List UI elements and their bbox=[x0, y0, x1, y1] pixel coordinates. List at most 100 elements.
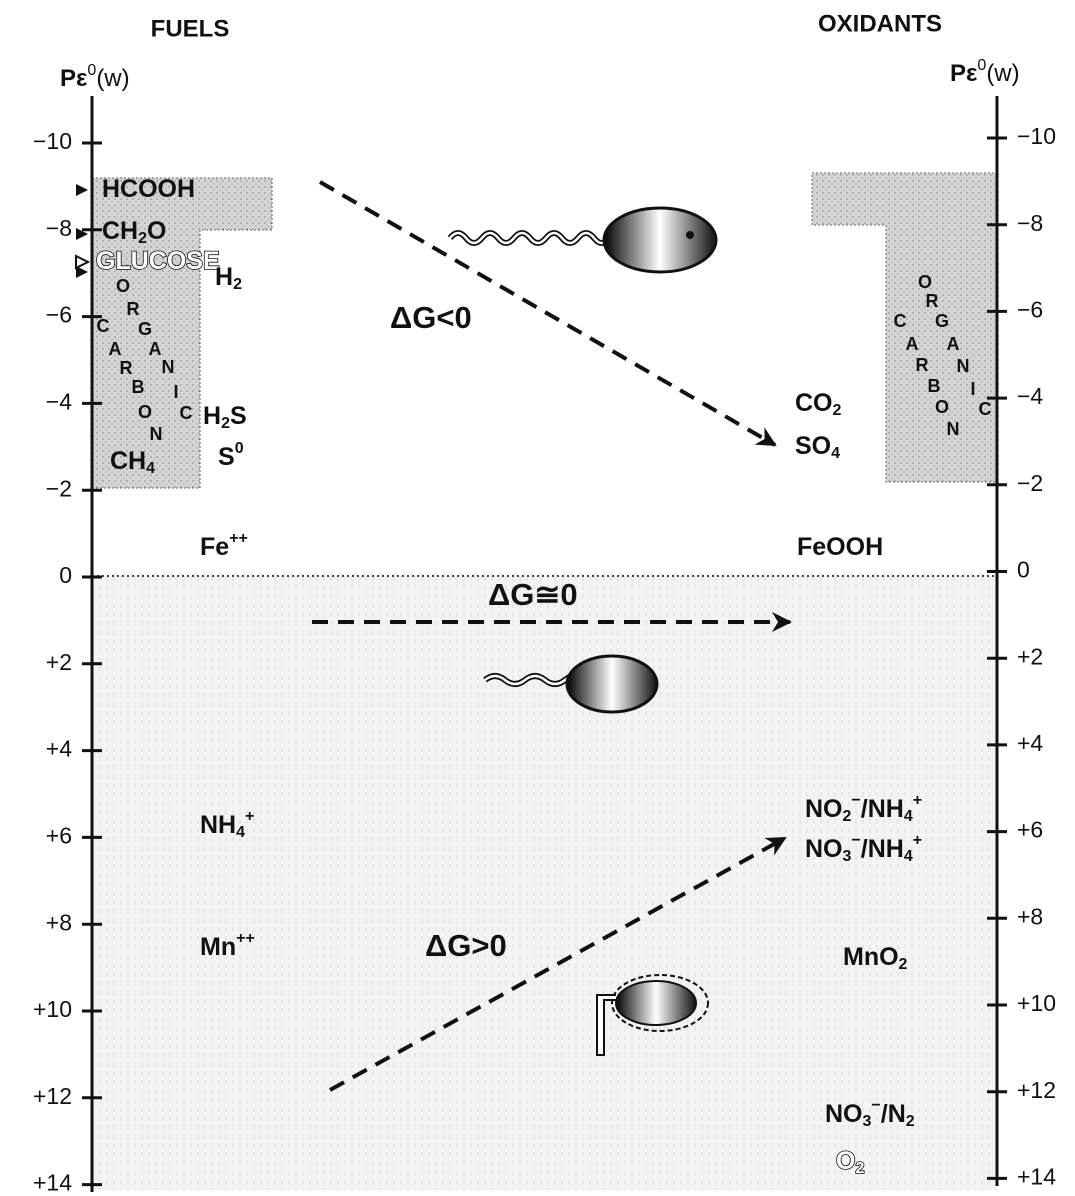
letter: N bbox=[957, 356, 970, 376]
letter: C bbox=[180, 403, 193, 423]
fuel-label: CH2O bbox=[102, 217, 166, 248]
oxidant-label: NO2−/NH4+ bbox=[805, 792, 922, 825]
oxidant-label-part: 2 bbox=[855, 1160, 864, 1177]
axis-title-part: (w) bbox=[96, 65, 129, 92]
oxidant-label-part: CO bbox=[795, 389, 833, 417]
oxidant-label-part: SO bbox=[795, 432, 831, 460]
fuel-label-part: 4 bbox=[146, 460, 155, 477]
oxidant-label-part: /N bbox=[881, 1100, 906, 1128]
oxidant-label-part: MnO bbox=[843, 943, 899, 971]
tick-label: −6 bbox=[46, 302, 72, 328]
oxidant-label-part: + bbox=[913, 832, 922, 849]
oxidant-label-part: 3 bbox=[863, 1113, 872, 1130]
fuel-label: S0 bbox=[218, 440, 244, 470]
fuel-label-part: + bbox=[245, 808, 254, 825]
tick-label: +8 bbox=[46, 909, 72, 935]
letter: O bbox=[935, 397, 949, 417]
fuel-label-part: S bbox=[230, 402, 247, 430]
oxidant-label: SO4 bbox=[795, 432, 840, 463]
tick-label: +4 bbox=[1017, 730, 1043, 756]
oxidant-label: O2 bbox=[836, 1147, 864, 1178]
tick-label: +14 bbox=[33, 1170, 72, 1196]
tick-label: +6 bbox=[46, 822, 72, 848]
letter: B bbox=[132, 377, 145, 397]
fuel-label-part: ++ bbox=[229, 530, 248, 547]
delta-g-label: ΔG>0 bbox=[425, 928, 507, 963]
bacterium bbox=[596, 974, 709, 1056]
oxidant-label: CO2 bbox=[795, 389, 842, 420]
fuel-label-part: ++ bbox=[236, 930, 255, 947]
fuel-label-part: GLUCOSE bbox=[96, 247, 220, 275]
tick-label: +4 bbox=[46, 736, 72, 762]
axis-title: Pε0(w) bbox=[950, 57, 1020, 87]
letter: R bbox=[127, 299, 140, 319]
oxidant-label-part: 4 bbox=[904, 808, 913, 825]
oxidant-label-part: 3 bbox=[843, 848, 852, 865]
letter: A bbox=[149, 339, 162, 359]
bacterium bbox=[483, 654, 659, 714]
delta-g-label: ΔG≅0 bbox=[488, 577, 578, 612]
fuel-label: Fe++ bbox=[200, 530, 248, 560]
letter: B bbox=[928, 376, 941, 396]
tick-label: +10 bbox=[1017, 990, 1056, 1016]
oxidant-label-part: − bbox=[851, 792, 860, 809]
delta-g-label: ΔG<0 bbox=[390, 300, 472, 335]
fuel-label-part: 2 bbox=[138, 230, 147, 247]
fuel-label-part: HCOOH bbox=[102, 175, 195, 203]
oxidant-label-part: NO bbox=[825, 1100, 863, 1128]
letter: R bbox=[916, 355, 929, 375]
oxidizing-zone bbox=[92, 576, 997, 1190]
tick-label: −2 bbox=[46, 475, 72, 501]
fuel-label-part: CH bbox=[110, 447, 146, 475]
fuel-label: Mn++ bbox=[200, 930, 255, 960]
letter: N bbox=[162, 357, 175, 377]
fuel-label: HCOOH bbox=[102, 175, 195, 203]
tick-label: −10 bbox=[33, 128, 72, 154]
letter: A bbox=[947, 334, 960, 354]
oxidant-label-part: 4 bbox=[904, 848, 913, 865]
axis-title-part: 0 bbox=[977, 57, 986, 74]
letter: G bbox=[138, 319, 152, 339]
oxidant-label: NO3−/NH4+ bbox=[805, 832, 922, 865]
tick-label: +10 bbox=[33, 996, 72, 1022]
fuel-label: H2 bbox=[215, 263, 242, 294]
letter: R bbox=[926, 291, 939, 311]
tick-label: −10 bbox=[1017, 123, 1056, 149]
tick-label: −2 bbox=[1017, 470, 1043, 496]
tick-label: −8 bbox=[46, 215, 72, 241]
fuel-label: H2S bbox=[203, 402, 247, 433]
oxidant-label-part: FeOOH bbox=[797, 533, 883, 561]
letter: N bbox=[947, 419, 960, 439]
letter: C bbox=[894, 311, 907, 331]
letter: A bbox=[109, 339, 122, 359]
oxidant-label: NO3−/N2 bbox=[825, 1097, 915, 1130]
tick-label: +12 bbox=[1017, 1077, 1056, 1103]
tick-label: −4 bbox=[46, 388, 72, 414]
letter: I bbox=[173, 382, 178, 402]
tick-label: +8 bbox=[1017, 903, 1043, 929]
fuel-label-part: NH bbox=[200, 811, 236, 839]
tick-label: 0 bbox=[1017, 557, 1030, 583]
fuel-label-part: CH bbox=[102, 217, 138, 245]
oxidant-label-part: 4 bbox=[831, 445, 840, 462]
axis-markers bbox=[75, 184, 91, 278]
fuel-label-part: Fe bbox=[200, 533, 229, 561]
fuel-label: NH4+ bbox=[200, 808, 254, 841]
oxidant-label: FeOOH bbox=[797, 533, 883, 561]
oxidant-label-part: 2 bbox=[833, 402, 842, 419]
letter: I bbox=[970, 379, 975, 399]
letter: A bbox=[906, 334, 919, 354]
fuel-label-part: H bbox=[215, 263, 233, 291]
oxidant-label-part: /NH bbox=[861, 835, 904, 863]
tick-label: +14 bbox=[1017, 1163, 1056, 1189]
fuel-label-part: Mn bbox=[200, 933, 236, 961]
tick-label: −6 bbox=[1017, 296, 1043, 322]
axis-title-part: 0 bbox=[87, 62, 96, 79]
letter: C bbox=[97, 316, 110, 336]
fuel-label: CH4 bbox=[110, 447, 155, 478]
fuel-label-part: H bbox=[203, 402, 221, 430]
tick-label: −4 bbox=[1017, 383, 1043, 409]
letter: G bbox=[935, 311, 949, 331]
axis-title-part: Pε bbox=[60, 65, 87, 92]
